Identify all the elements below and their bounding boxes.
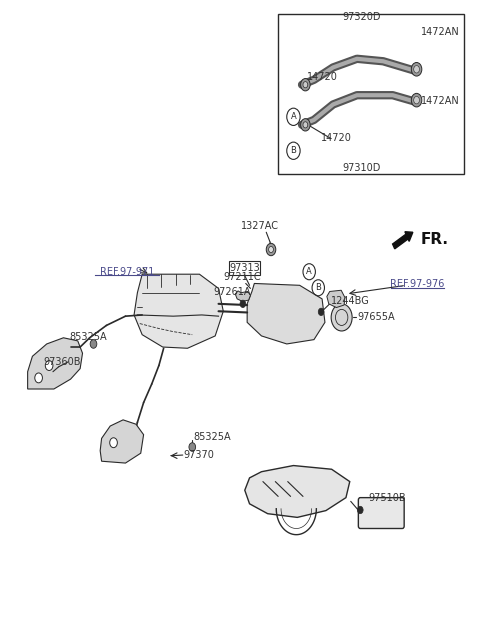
FancyArrow shape [393,232,413,249]
Polygon shape [28,338,83,389]
Bar [228,261,260,275]
Text: A: A [290,112,296,122]
Text: 97510B: 97510B [368,492,406,503]
Text: 97370: 97370 [184,450,215,460]
Polygon shape [100,420,144,463]
Circle shape [300,118,310,131]
Circle shape [331,304,352,331]
Text: 1327AC: 1327AC [241,221,279,231]
Text: 97261A: 97261A [214,287,251,297]
Circle shape [411,94,422,107]
Circle shape [414,66,420,73]
Circle shape [358,507,363,514]
Circle shape [414,97,420,104]
Polygon shape [327,290,345,308]
Text: 97360B: 97360B [43,357,81,367]
Text: REF.97-971: REF.97-971 [100,267,154,277]
Text: FR.: FR. [420,232,448,247]
Circle shape [303,122,308,128]
Circle shape [240,300,246,308]
Text: 1472AN: 1472AN [421,27,459,37]
Text: 97320D: 97320D [342,12,381,22]
Circle shape [45,361,53,371]
Polygon shape [235,291,251,301]
Text: 97313: 97313 [229,263,260,273]
Text: 97310D: 97310D [343,163,381,173]
Text: 1472AN: 1472AN [421,96,459,107]
Circle shape [300,79,310,91]
Text: A: A [306,267,312,277]
Circle shape [35,373,42,383]
Circle shape [189,443,196,451]
Polygon shape [134,274,223,348]
Polygon shape [245,466,350,517]
Circle shape [110,438,117,448]
Text: 97211C: 97211C [224,272,261,282]
Text: REF.97-976: REF.97-976 [390,279,444,289]
Text: B: B [315,283,321,292]
Text: 14720: 14720 [321,133,352,143]
Circle shape [269,246,274,252]
Text: B: B [290,146,296,155]
Text: 1244BG: 1244BG [331,296,370,306]
Circle shape [90,340,97,348]
Text: 85325A: 85325A [193,432,231,442]
Circle shape [411,63,422,76]
Text: 14720: 14720 [307,72,338,82]
Polygon shape [247,283,325,344]
Circle shape [303,82,308,88]
Circle shape [318,308,324,316]
Text: 97655A: 97655A [357,312,395,322]
Bar [278,14,464,174]
FancyBboxPatch shape [359,498,404,528]
Text: 85325A: 85325A [69,332,107,342]
Circle shape [266,243,276,255]
